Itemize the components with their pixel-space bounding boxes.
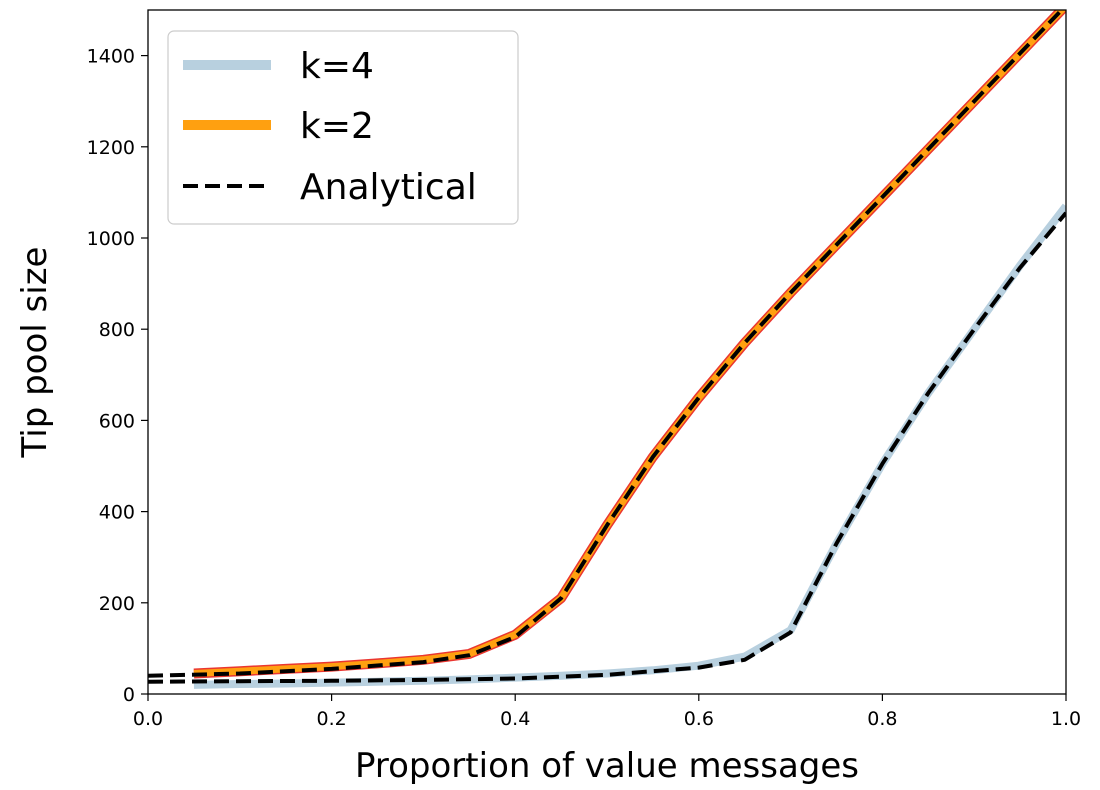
legend-label-analytical: Analytical xyxy=(300,167,477,208)
legend-box xyxy=(167,30,519,225)
series-line-analytical-k4 xyxy=(148,211,1066,684)
series-line-analytical-k2 xyxy=(148,10,1065,678)
plot-frame xyxy=(147,9,1067,695)
legend: k=4 k=2 Analytical xyxy=(167,30,519,225)
y-tick-label: 1400 xyxy=(87,46,135,68)
y-tick-label: 600 xyxy=(99,410,135,432)
y-tick-label: 200 xyxy=(99,593,135,615)
x-tick-label: 0.8 xyxy=(867,708,897,730)
x-axis-title: Proportion of value messages xyxy=(355,746,859,786)
legend-label-k4: k=4 xyxy=(300,46,374,87)
y-tick-label: 1200 xyxy=(87,137,135,159)
series-line-k4 xyxy=(193,203,1066,689)
y-tick-label: 1000 xyxy=(87,228,135,250)
ticks-layer: 0.0 0.2 0.4 0.6 0.8 1.0 0 200 400 600 800 1000 1200 1… xyxy=(87,46,1081,730)
x-tick-label: 0.0 xyxy=(133,708,163,730)
x-tick-label: 1.0 xyxy=(1051,708,1081,730)
y-tick-label: 800 xyxy=(99,319,135,341)
y-axis-title: Tip pool size xyxy=(15,247,55,459)
y-tick-label: 0 xyxy=(123,684,135,706)
x-tick-label: 0.2 xyxy=(316,708,346,730)
legend-label-k2: k=2 xyxy=(300,106,374,147)
y-tick-label: 400 xyxy=(99,502,135,524)
x-tick-label: 0.6 xyxy=(684,708,714,730)
x-tick-label: 0.4 xyxy=(500,708,530,730)
series-layer xyxy=(148,10,1066,689)
